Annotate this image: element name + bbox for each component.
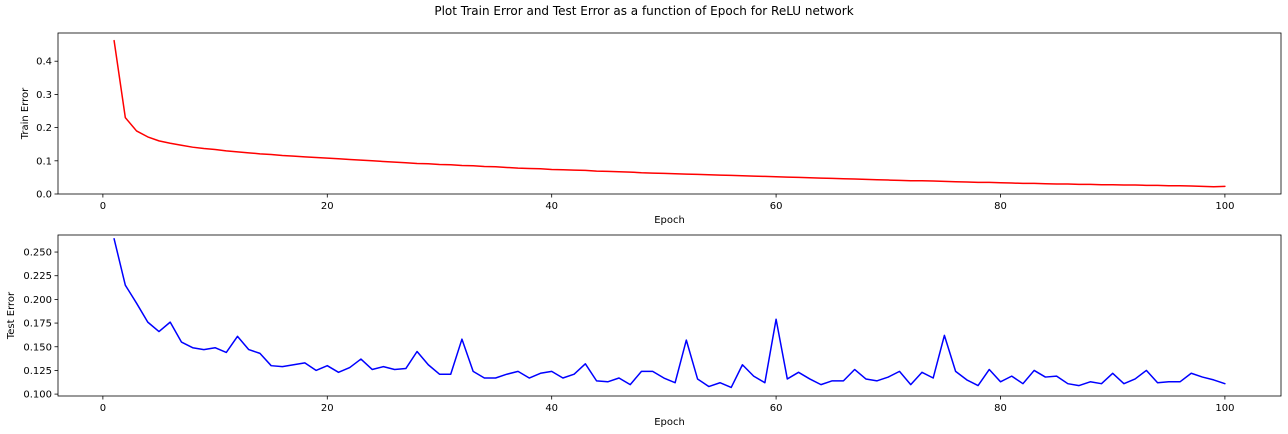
train-panel: 0 20 40 60 80 100 0.0 0.1 0.2 0.3 0.4 Epoch Train Er… [20,32,1282,226]
test-y-tick-label: 0.200 [23,295,52,306]
train-y-tick-label: 0.2 [36,123,52,134]
test-x-tick-label: 0 [100,403,106,414]
test-x-tick-label: 20 [321,403,334,414]
test-y-tick-label: 0.150 [23,342,52,353]
train-y-tick-label: 0.0 [36,190,52,201]
train-axes-frame [57,32,1282,195]
train-y-tick-label: 0.3 [36,90,52,101]
test-x-axis-label: Epoch [654,417,685,428]
test-x-tick-label: 80 [994,403,1007,414]
test-y-tick-label: 0.125 [23,366,52,377]
test-y-tick-label: 0.225 [23,271,52,282]
test-x-tick-label: 60 [770,403,783,414]
test-y-tick-label: 0.175 [23,319,52,330]
train-x-tick-label: 20 [321,201,334,212]
test-y-tick-label: 0.250 [23,248,52,259]
train-x-axis-label: Epoch [654,215,685,226]
test-x-tick-label: 40 [545,403,558,414]
train-x-tick-label: 60 [770,201,783,212]
train-x-tick-label: 100 [1215,201,1234,212]
figure-title: Plot Train Error and Test Error as a fun… [434,4,854,18]
test-axes-frame [57,234,1282,397]
test-x-tick-label: 100 [1215,403,1234,414]
train-y-tick-label: 0.1 [36,156,52,167]
test-panel: 0 20 40 60 80 100 0.100 0.125 0.150 0.175 0.200 0.2… [6,234,1282,428]
train-error-line [113,39,1226,188]
train-x-tick-label: 80 [994,201,1007,212]
train-y-tick-label: 0.4 [36,57,52,68]
train-x-tick-label: 40 [545,201,558,212]
test-y-tick-label: 0.100 [23,390,52,401]
train-x-tick-label: 0 [100,201,106,212]
train-y-axis-label: Train Error [20,87,31,140]
test-error-line [113,238,1226,389]
test-y-axis-label: Test Error [6,291,17,340]
